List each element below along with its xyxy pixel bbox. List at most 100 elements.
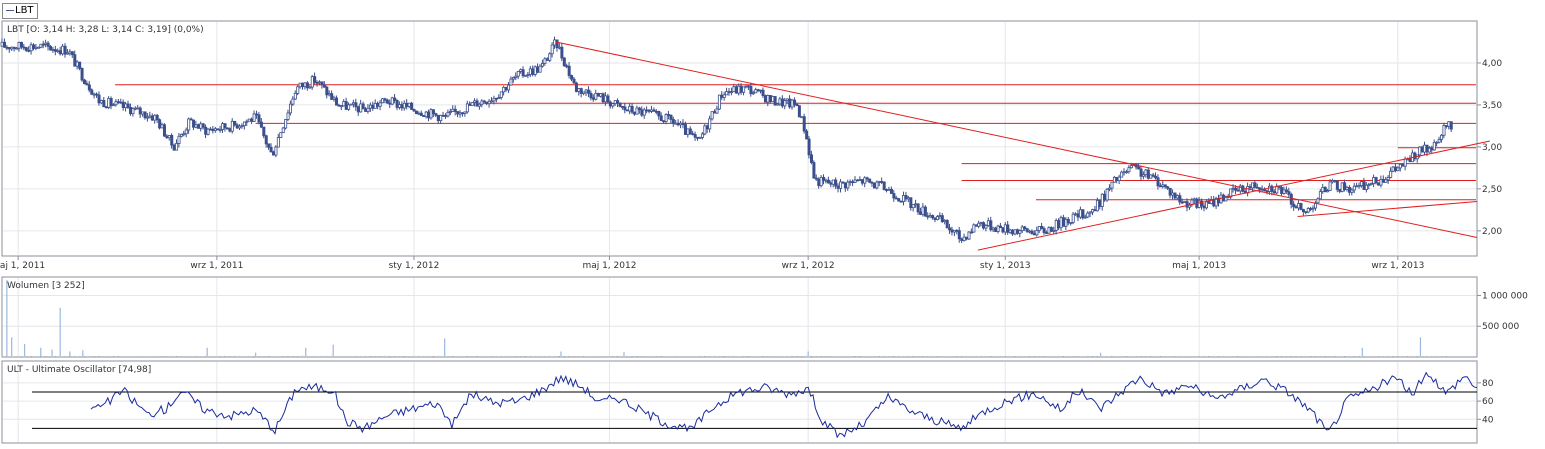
price-bar: [1175, 195, 1179, 199]
oscillator-panel: ULT - Ultimate Oscillator [74,98] 40 60 80: [1, 360, 1494, 444]
price-bar: [301, 82, 305, 88]
oscillator-line[interactable]: [90, 371, 1478, 439]
price-bar: [490, 100, 494, 103]
price-bar: [1081, 209, 1085, 219]
price-bar: [1064, 218, 1068, 227]
price-bar: [291, 98, 295, 105]
price-bar: [1236, 189, 1240, 192]
oscillator-reference-lines: [32, 391, 1477, 429]
trend-line[interactable]: [977, 140, 1491, 251]
price-bar: [463, 111, 467, 114]
volume-bars[interactable]: [1, 280, 1452, 357]
price-bar: [189, 118, 193, 121]
ticker-tab[interactable]: LBT: [2, 3, 38, 19]
trend-line[interactable]: [556, 41, 1478, 239]
y-tick-label: 4,00: [1482, 59, 1502, 69]
price-bar: [143, 111, 147, 119]
price-bar: [310, 76, 314, 88]
price-bar: [809, 154, 813, 163]
price-bar: [1423, 144, 1427, 153]
price-bar: [1360, 181, 1364, 187]
price-bar: [361, 103, 365, 110]
price-bar: [107, 98, 111, 108]
price-bar: [875, 181, 879, 189]
volume-y-axis: 500 000 1 000 000: [1477, 291, 1528, 332]
price-bar: [1144, 169, 1148, 176]
price-bar: [507, 84, 511, 91]
price-bar: [250, 118, 254, 122]
price-bar: [153, 114, 157, 121]
price-bar: [613, 100, 617, 104]
volume-title: Wolumen [3 252]: [7, 281, 85, 291]
price-bar: [480, 100, 484, 105]
price-bar: [1108, 187, 1112, 190]
price-bar: [938, 215, 942, 218]
price-series[interactable]: [0, 36, 1453, 244]
price-bar: [1318, 191, 1322, 200]
price-bar: [167, 135, 171, 139]
price-bar: [7, 47, 11, 50]
price-bar: [221, 123, 225, 130]
price-bar: [991, 227, 995, 231]
price-bar: [473, 100, 477, 103]
price-bar: [528, 68, 532, 75]
price-bar: [1335, 180, 1339, 190]
support-resistance-lines[interactable]: [115, 84, 1476, 201]
price-bar: [424, 111, 428, 118]
trend-lines[interactable]: [556, 41, 1491, 251]
y-tick-label: 2,00: [1482, 227, 1502, 237]
price-bar: [349, 103, 353, 106]
price-bar: [802, 116, 806, 132]
price-bar: [1100, 193, 1104, 207]
price-bar: [405, 102, 409, 107]
price-bar: [359, 103, 363, 113]
price-bar: [931, 215, 935, 219]
price-bar: [872, 182, 876, 189]
price-bar: [1154, 175, 1158, 179]
price-bar: [948, 227, 952, 231]
price-bar: [288, 103, 292, 114]
price-bar: [856, 179, 860, 182]
price-bar: [1062, 217, 1066, 227]
price-bar: [713, 111, 717, 114]
x-tick-label: wrz 1, 2012: [782, 261, 835, 271]
price-bar: [230, 120, 234, 132]
price-bar: [162, 124, 166, 137]
price-bar: [121, 101, 125, 108]
volume-panel-frame: [1, 276, 1478, 358]
price-bar: [1268, 185, 1272, 192]
price-bar: [1437, 139, 1441, 143]
price-bar: [1168, 187, 1172, 196]
price-bar: [1037, 225, 1041, 231]
price-bar: [1057, 220, 1061, 229]
price-bar: [722, 94, 726, 98]
price-bar: [693, 134, 697, 138]
price-bar: [22, 46, 26, 49]
volume-grid: [3, 278, 1476, 356]
price-bar: [24, 47, 28, 51]
price-bar: [264, 135, 268, 145]
oscillator-series[interactable]: [90, 371, 1478, 439]
price-bar: [206, 128, 210, 135]
price-bar: [419, 112, 423, 116]
trend-line[interactable]: [1297, 200, 1478, 218]
price-bar: [720, 94, 724, 98]
price-bar: [1391, 166, 1395, 172]
price-bar: [155, 114, 159, 121]
price-bar: [1340, 182, 1344, 192]
price-bar: [281, 127, 285, 134]
price-bar: [262, 126, 266, 137]
price-bar: [667, 114, 671, 116]
price-bar: [213, 128, 217, 131]
price-bar: [749, 86, 753, 95]
price-bar: [674, 122, 678, 125]
price-bar: [1444, 125, 1448, 127]
price-bar: [679, 122, 683, 126]
price-bar: [737, 85, 741, 94]
price-bar: [1394, 166, 1398, 172]
price-bar: [785, 98, 789, 102]
price-bar: [919, 211, 923, 215]
price-bar: [1095, 200, 1099, 212]
price-bar: [630, 105, 634, 113]
price-bar: [582, 91, 586, 94]
